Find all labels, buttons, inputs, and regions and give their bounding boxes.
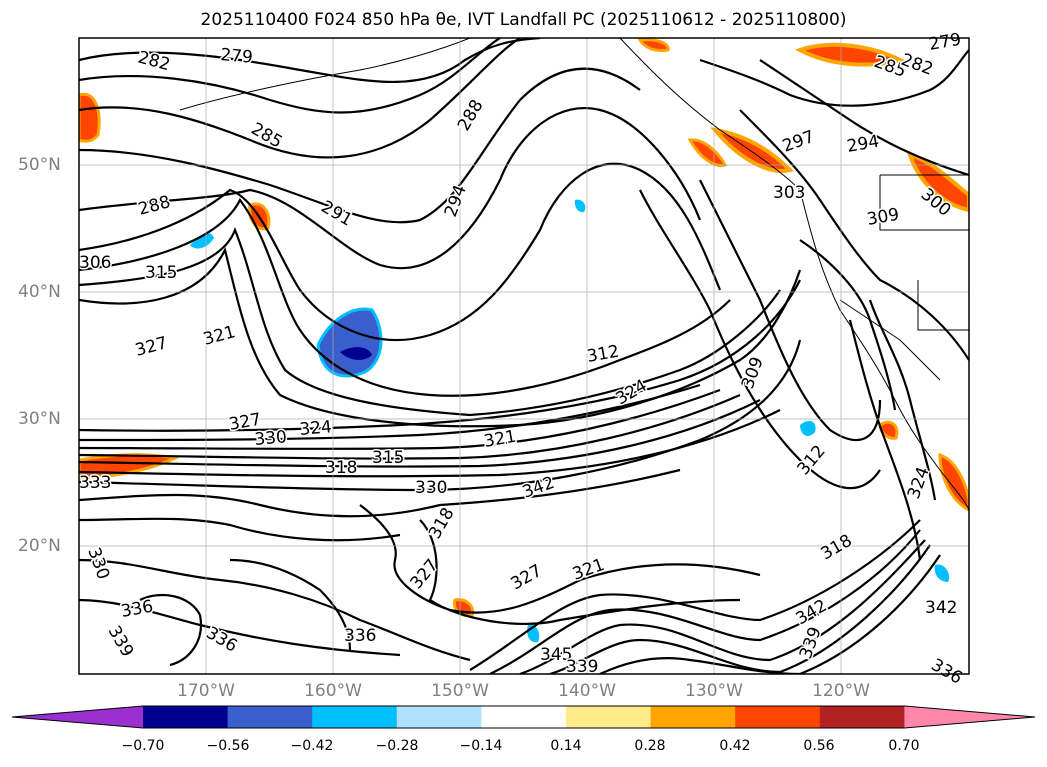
colorbar-tick: −0.14 [459, 738, 503, 754]
lat-label-40n: 40°N [18, 282, 61, 302]
colorbar-segment [566, 706, 652, 728]
contour-label: 309 [738, 354, 768, 391]
colorbar-tick: 0.42 [719, 738, 751, 754]
colorbar-tick: 0.56 [803, 738, 835, 754]
lon-label-130w: 130°W [685, 681, 743, 701]
contour-label: 321 [201, 322, 238, 350]
contour-label: 321 [482, 427, 517, 452]
colorbar-tick: 0.28 [634, 738, 666, 754]
colorbar-segment [481, 706, 567, 728]
contour-label: 318 [818, 531, 856, 565]
contour-label: 282 [136, 48, 173, 76]
lat-label-20n: 20°N [18, 536, 61, 556]
contour-label: 303 [773, 183, 805, 203]
contour-label: 309 [865, 205, 900, 230]
contour-label: 279 [927, 30, 962, 55]
lon-label-150w: 150°W [431, 681, 489, 701]
colorbar-segment [227, 706, 313, 728]
contour-label: 288 [454, 96, 488, 134]
contour-label: 336 [119, 597, 154, 622]
contour-label: 336 [344, 626, 376, 646]
contour-label: 306 [79, 253, 111, 273]
contour-label: 312 [585, 342, 620, 367]
lon-label-170w: 170°W [177, 681, 235, 701]
contour-label: 315 [145, 263, 177, 283]
contour-label: 342 [520, 473, 557, 503]
colorbar-tick: −0.70 [121, 738, 165, 754]
contour-label: 288 [136, 192, 173, 220]
theta-e-contours [79, 38, 969, 674]
lon-label-120w: 120°W [812, 681, 870, 701]
lon-label-140w: 140°W [558, 681, 616, 701]
map-frame [78, 37, 970, 675]
colorbar-tick: 0.70 [888, 738, 920, 754]
colorbar-tick: −0.42 [290, 738, 334, 754]
contour-label: 312 [794, 441, 830, 479]
lat-label-50n: 50°N [18, 155, 61, 175]
contour-label: 330 [415, 478, 447, 498]
contour-label: 330 [254, 427, 288, 450]
graticule [79, 38, 969, 674]
contour-label: 339 [104, 623, 138, 661]
colorbar-segment [396, 706, 482, 728]
lon-label-160w: 160°W [304, 681, 362, 701]
coastlines [179, 38, 969, 511]
contour-label: 297 [780, 127, 817, 157]
colorbar-segment [650, 706, 736, 728]
colorbar-segment [819, 706, 905, 728]
map-title: 2025110400 F024 850 hPa θe, IVT Landfall… [200, 10, 847, 30]
colorbar-tick: −0.28 [375, 738, 419, 754]
contour-label: 327 [508, 561, 546, 595]
colorbar-extend-low [12, 706, 143, 728]
contour-label: 279 [220, 45, 254, 68]
contour-label: 342 [925, 598, 957, 618]
contour-label: 345 [540, 645, 572, 665]
colorbar-tick: −0.56 [206, 738, 250, 754]
contour-label: 336 [928, 655, 966, 689]
colorbar-segment [735, 706, 821, 728]
contour-label: 321 [570, 555, 607, 585]
contour-label: 291 [318, 197, 356, 231]
contour-label: 333 [79, 473, 111, 493]
contour-label: 339 [796, 624, 826, 661]
contour-label: 330 [83, 545, 113, 582]
colorbar-segment [143, 706, 229, 728]
contour-label: 327 [133, 333, 170, 361]
contour-label: 339 [566, 657, 598, 677]
contour-label: 315 [372, 448, 404, 468]
colorbar-extend-high [904, 706, 1035, 728]
contour-label: 294 [441, 182, 471, 219]
colorbar-outline [11, 705, 1036, 729]
lat-label-30n: 30°N [18, 409, 61, 429]
colorbar-tick: 0.14 [550, 738, 582, 754]
contour-label: 294 [845, 132, 880, 157]
colorbar-segment [312, 706, 398, 728]
contour-label: 324 [904, 464, 934, 501]
colorbar [11, 705, 1036, 729]
contour-label: 324 [299, 417, 333, 440]
contour-label: 318 [325, 458, 357, 478]
